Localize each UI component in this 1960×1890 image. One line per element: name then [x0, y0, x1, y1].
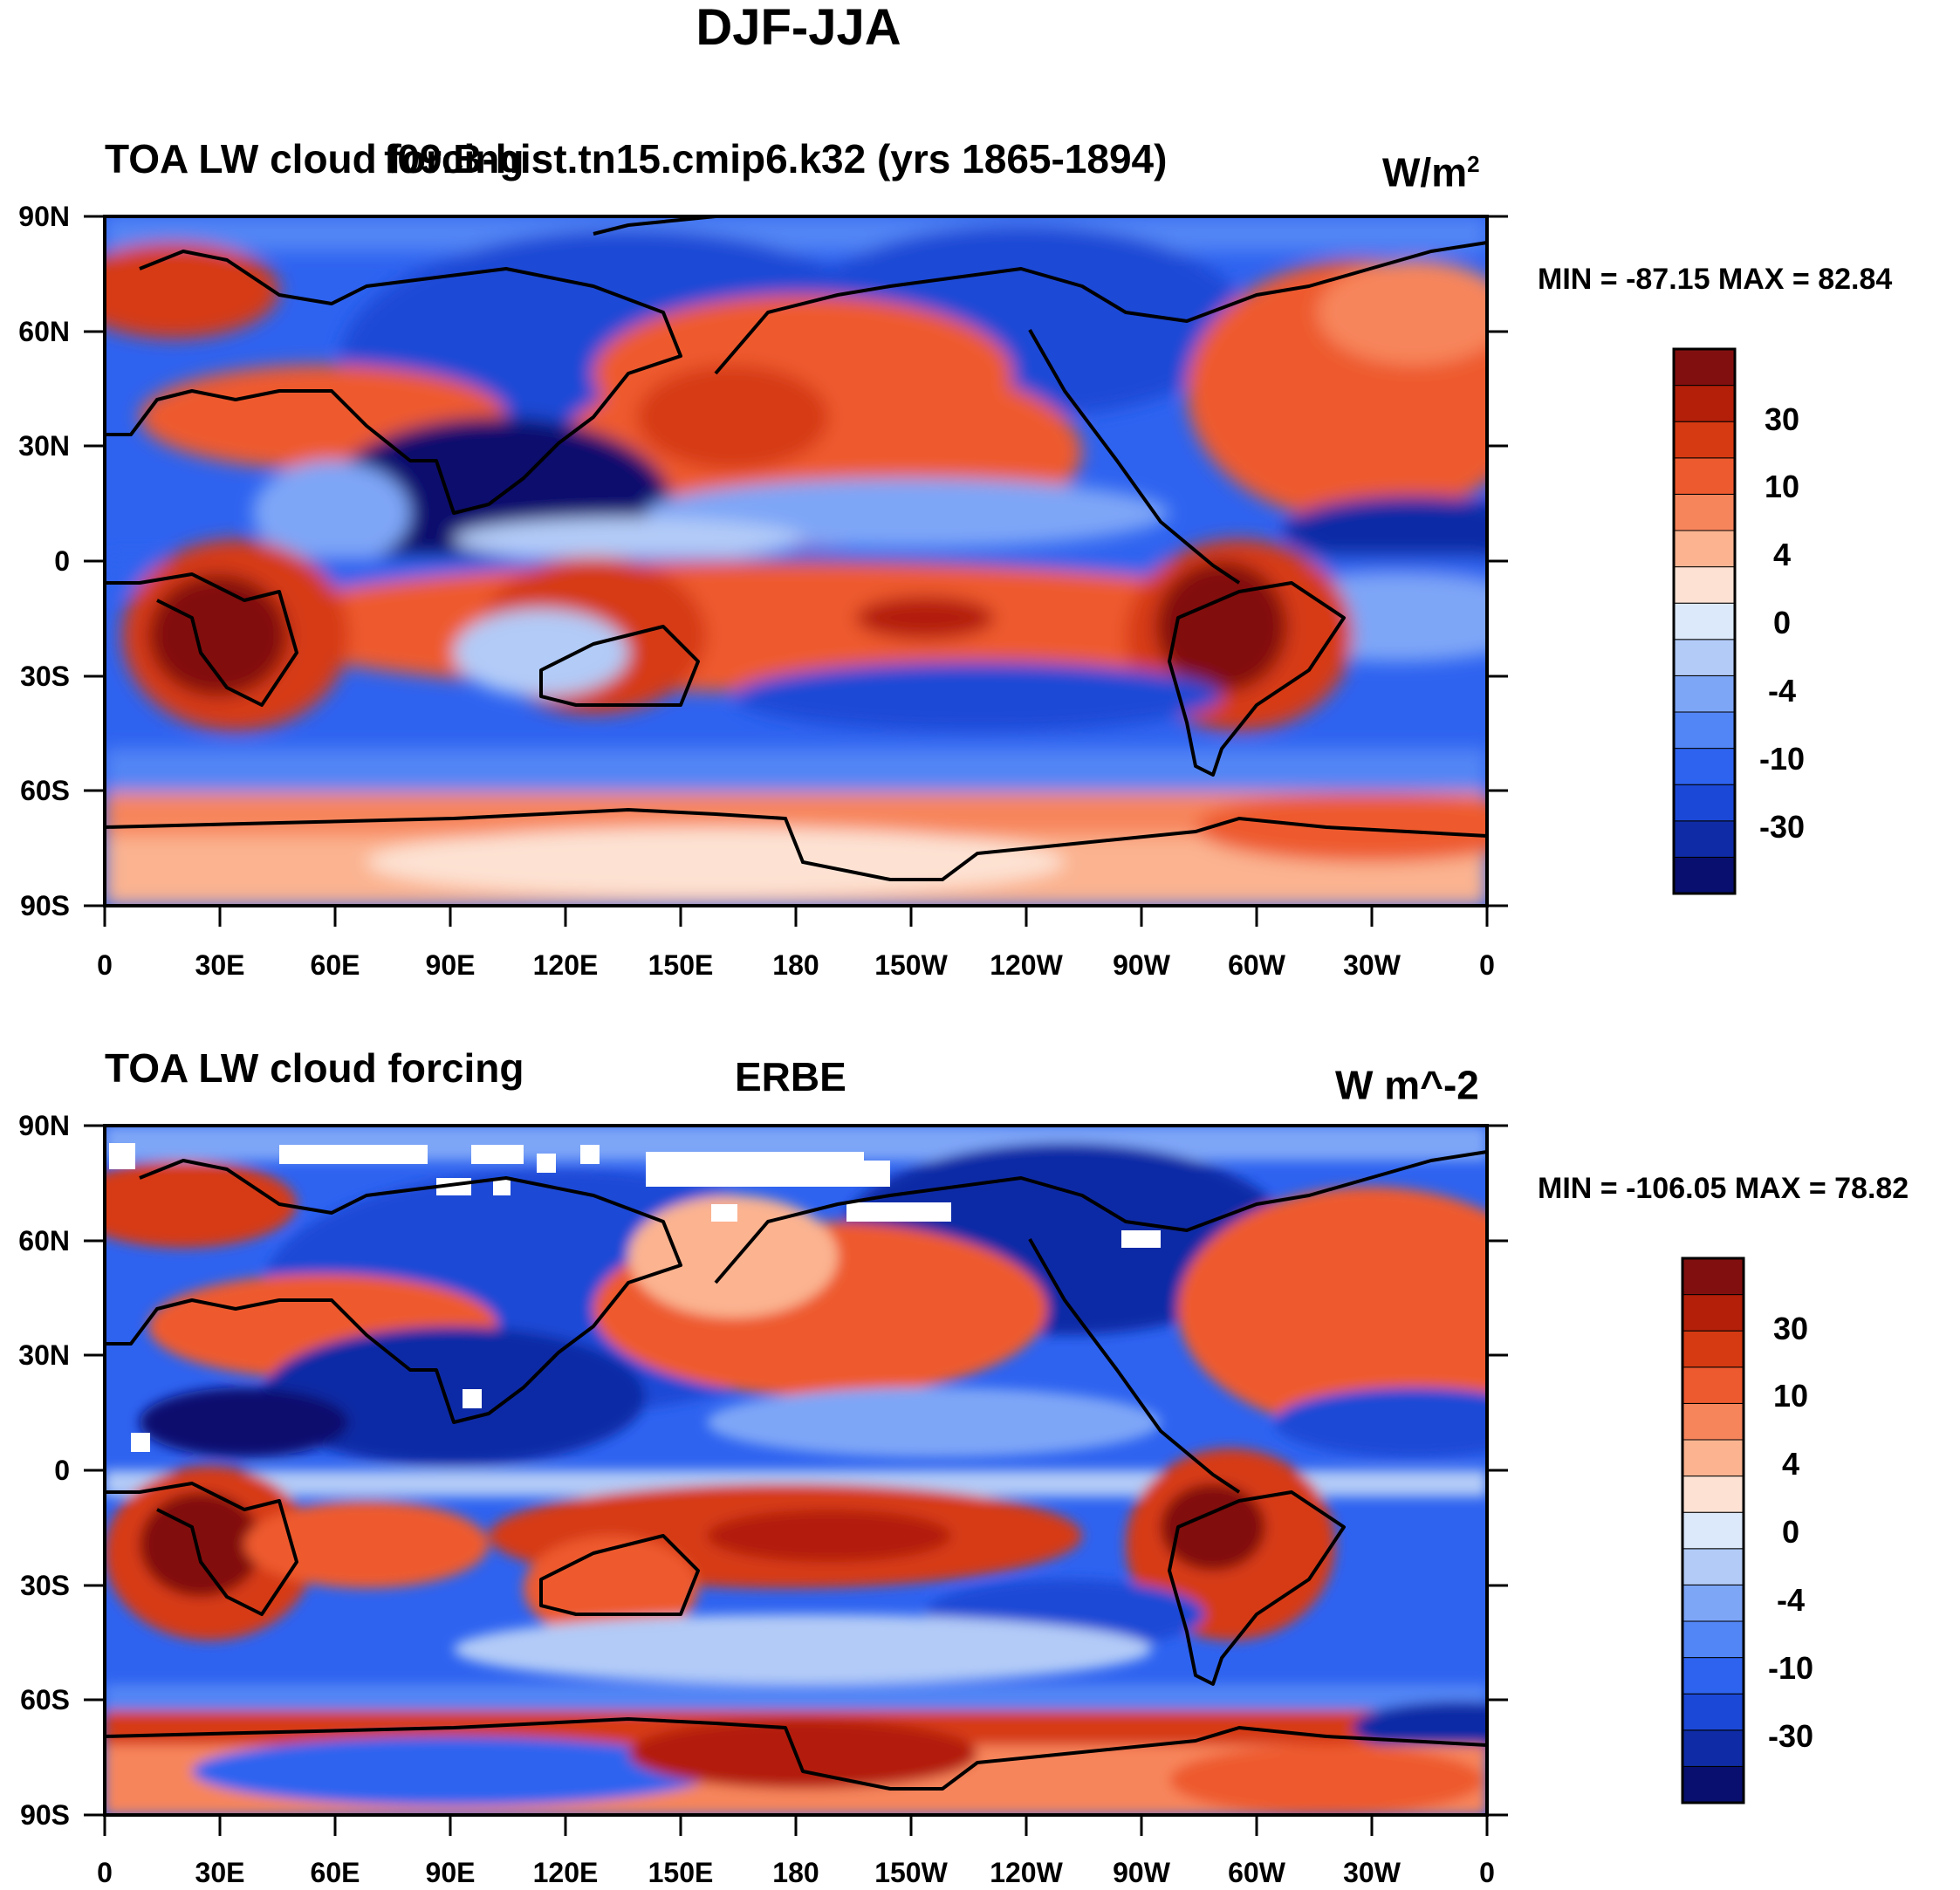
p2-lon-90e: 90E: [425, 1857, 476, 1888]
p2-cb-10: 10: [1772, 1378, 1809, 1414]
p1-lat-90n: 90N: [18, 201, 70, 232]
p2-lat-60s: 60S: [20, 1684, 70, 1715]
panel2-center-title: ERBE: [735, 1054, 846, 1099]
p1-lat-60s: 60S: [20, 775, 70, 806]
p1-lon-90w: 90W: [1113, 949, 1170, 981]
p2-lon-120w: 120W: [990, 1857, 1063, 1888]
colorbar-cell: [1682, 1693, 1744, 1731]
p1-lon-30w: 30W: [1343, 949, 1401, 981]
panel2-map: [103, 1124, 1489, 1817]
p2-lat-30s: 30S: [20, 1570, 70, 1601]
colorbar-cell: [1673, 566, 1736, 604]
figure-title: DJF-JJA: [696, 0, 901, 56]
p1-lon-120w: 120W: [990, 949, 1063, 981]
p1-lon-30e: 30E: [195, 949, 245, 981]
p1-lat-60n: 60N: [18, 316, 70, 347]
p1-cb-30: 30: [1764, 401, 1800, 437]
panel1-center-title: f09.B-hist.tn15.cmip6.k32 (yrs 1865-1894…: [384, 136, 1168, 181]
panel2-colorbar: [1681, 1257, 1745, 1804]
p2-cb-m10: -10: [1767, 1650, 1814, 1686]
p2-lon-30e: 30E: [195, 1857, 245, 1888]
p1-lon-180: 180: [772, 949, 819, 981]
p1-lon-60e: 60E: [310, 949, 360, 981]
p2-cb-4: 4: [1781, 1446, 1800, 1482]
p2-lon-180: 180: [772, 1857, 819, 1888]
p2-lat-60n: 60N: [18, 1225, 70, 1257]
p1-cb-m30: -30: [1758, 809, 1806, 845]
p1-cb-0: 0: [1772, 605, 1792, 640]
colorbar-cell: [1673, 457, 1736, 495]
panel1-colorbar: [1672, 347, 1737, 895]
p2-lon-0-end: 0: [1479, 1857, 1495, 1888]
colorbar-cell: [1682, 1294, 1744, 1332]
p1-cb-m10: -10: [1758, 741, 1806, 777]
panel2-colorbar-cells: [1682, 1257, 1744, 1804]
p1-cb-4: 4: [1772, 537, 1792, 572]
p2-lat-90s: 90S: [20, 1799, 70, 1831]
p2-lon-60e: 60E: [310, 1857, 360, 1888]
colorbar-cell: [1682, 1657, 1744, 1695]
colorbar-cell: [1682, 1548, 1744, 1585]
p1-lon-60w: 60W: [1228, 949, 1285, 981]
panel2-left-title: TOA LW cloud forcing: [105, 1045, 524, 1091]
panel1-units: W/m2: [1382, 149, 1480, 195]
p1-lon-150w: 150W: [874, 949, 948, 981]
colorbar-cell: [1682, 1511, 1744, 1550]
p1-lat-90s: 90S: [20, 890, 70, 921]
colorbar-cell: [1673, 385, 1736, 422]
p1-lon-0-end: 0: [1479, 949, 1495, 981]
colorbar-cell: [1682, 1729, 1744, 1767]
colorbar-cell: [1682, 1402, 1744, 1441]
p1-cb-m4: -4: [1767, 673, 1796, 709]
p2-lat-0: 0: [54, 1455, 70, 1486]
p2-cb-m30: -30: [1767, 1718, 1814, 1754]
p1-cb-10: 10: [1764, 469, 1800, 504]
p1-lat-30s: 30S: [20, 661, 70, 692]
p2-lon-60w: 60W: [1228, 1857, 1285, 1888]
p2-cb-m4: -4: [1776, 1582, 1805, 1618]
colorbar-cell: [1682, 1765, 1744, 1804]
colorbar-cell: [1682, 1620, 1744, 1659]
colorbar-cell: [1682, 1476, 1744, 1513]
p2-lat-90n: 90N: [18, 1110, 70, 1141]
p1-lon-0: 0: [97, 949, 113, 981]
p1-lon-150e: 150E: [648, 949, 714, 981]
panel2-units: W m^-2: [1335, 1062, 1479, 1108]
panel1-map: [103, 215, 1489, 907]
colorbar-cell: [1682, 1257, 1744, 1296]
p1-lon-120e: 120E: [532, 949, 599, 981]
p1-lat-30n: 30N: [18, 430, 70, 462]
p2-lon-150w: 150W: [874, 1857, 948, 1888]
p1-lat-0: 0: [54, 545, 70, 577]
colorbar-cell: [1682, 1584, 1744, 1622]
p2-lon-120e: 120E: [532, 1857, 599, 1888]
colorbar-cell: [1682, 1439, 1744, 1477]
p2-lon-90w: 90W: [1113, 1857, 1170, 1888]
p2-lon-30w: 30W: [1343, 1857, 1401, 1888]
p2-cb-30: 30: [1772, 1311, 1809, 1346]
colorbar-cell: [1682, 1330, 1744, 1368]
p2-lon-150e: 150E: [648, 1857, 714, 1888]
p2-lon-0: 0: [97, 1857, 113, 1888]
colorbar-cell: [1682, 1366, 1744, 1404]
p2-lat-30n: 30N: [18, 1339, 70, 1371]
panel1-min-max: MIN = -87.15 MAX = 82.84: [1538, 263, 1893, 296]
p1-lon-90e: 90E: [425, 949, 476, 981]
panel2-min-max: MIN = -106.05 MAX = 78.82: [1538, 1172, 1909, 1205]
p2-cb-0: 0: [1781, 1514, 1800, 1550]
panel1-left-title: TOA LW cloud forcing: [105, 136, 524, 181]
